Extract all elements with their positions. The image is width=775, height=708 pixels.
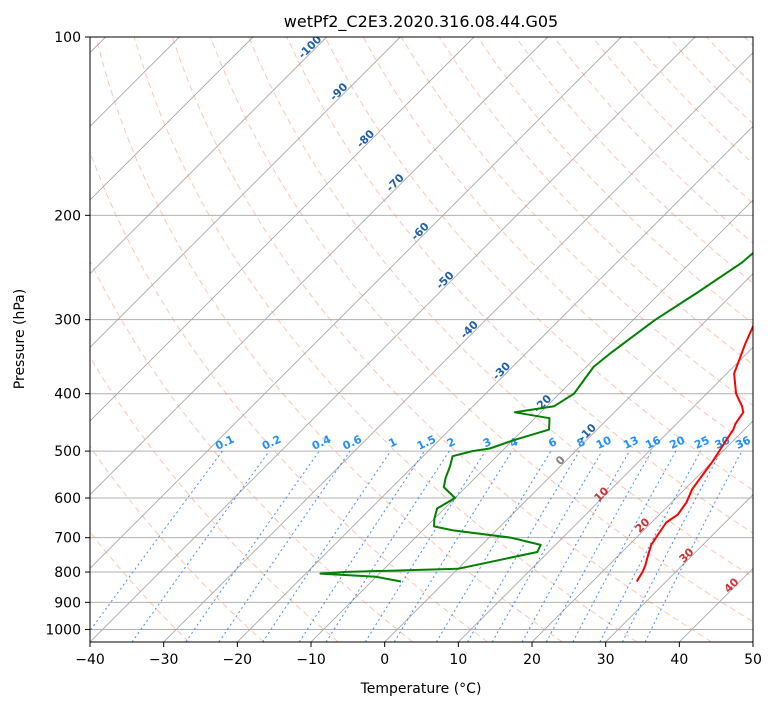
skewed-isotherm xyxy=(90,37,327,275)
x-tick-label: 10 xyxy=(449,652,467,668)
mixing-ratio-label: 36 xyxy=(733,433,753,451)
y-tick-label: 500 xyxy=(54,444,81,460)
y-tick-label: 900 xyxy=(54,595,81,611)
x-tick-label: −40 xyxy=(75,652,105,668)
skewed-isotherm xyxy=(90,37,475,422)
dry-adiabat xyxy=(171,37,712,642)
y-tick-label: 800 xyxy=(54,565,81,581)
x-tick-label: 20 xyxy=(523,652,541,668)
skewed-isotherm xyxy=(163,52,753,642)
y-tick-label: 700 xyxy=(54,531,81,547)
mixing-ratio-line xyxy=(393,450,513,642)
x-axis-label: Temperature (°C) xyxy=(360,681,482,697)
chart-title: wetPf2_C2E3.2020.316.08.44.G05 xyxy=(284,12,558,32)
skewed-isotherm xyxy=(605,494,753,642)
dry-adiabat xyxy=(90,445,264,642)
mixing-ratio-label: 10 xyxy=(594,433,614,451)
plot-frame xyxy=(89,36,754,643)
y-tick-label: 200 xyxy=(54,208,81,224)
mixing-ratio-line xyxy=(298,450,425,642)
y-tick-label: 600 xyxy=(54,491,81,507)
mixing-ratio-line xyxy=(572,450,677,642)
dry-adiabat xyxy=(133,37,638,642)
mixing-ratio-label: 16 xyxy=(643,433,663,451)
mixing-ratio-line xyxy=(364,450,486,642)
dry-adiabat xyxy=(90,259,414,642)
dewpoint-profile-line xyxy=(319,251,753,583)
x-tick-label: 30 xyxy=(597,652,615,668)
mixing-ratio-line xyxy=(491,450,603,642)
mixing-ratio-line xyxy=(131,450,270,642)
x-tick-label: 50 xyxy=(744,652,762,668)
mixing-ratio-label: 20 xyxy=(668,433,688,451)
mixing-ratio-line xyxy=(621,450,722,642)
skewed-isotherm xyxy=(237,125,753,642)
skewed-isotherm xyxy=(458,346,753,642)
skewed-isotherm xyxy=(384,273,753,642)
skewed-isotherm xyxy=(531,420,753,642)
y-tick-label: 100 xyxy=(54,30,81,46)
x-tick-label: −20 xyxy=(223,652,253,668)
mixing-ratio-line xyxy=(185,450,320,642)
temperature-profile-line xyxy=(635,323,753,583)
mixing-ratio-line xyxy=(599,450,701,642)
dry-adiabat xyxy=(95,37,563,642)
mixing-ratio-line xyxy=(545,450,653,642)
mixing-ratio-label: 13 xyxy=(621,434,640,452)
y-tick-label: 400 xyxy=(54,387,81,403)
skewed-isotherm xyxy=(90,37,254,201)
skewed-isotherm xyxy=(90,37,622,569)
mixing-ratio-line xyxy=(90,450,223,632)
skewed-isotherm xyxy=(90,37,548,496)
dry-adiabat xyxy=(286,37,753,534)
mixing-ratio-line xyxy=(644,450,743,642)
skewed-isotherm xyxy=(310,199,753,642)
dry-adiabat xyxy=(324,37,753,491)
x-tick-label: 40 xyxy=(670,652,688,668)
x-tick-label: 0 xyxy=(380,652,389,668)
x-tick-label: −10 xyxy=(296,652,326,668)
mixing-ratio-line xyxy=(325,450,450,642)
y-tick-label: 1000 xyxy=(45,622,81,638)
y-axis-label: Pressure (hPa) xyxy=(12,289,28,389)
mixing-ratio-line xyxy=(467,450,580,642)
dry-adiabat xyxy=(210,37,753,623)
x-tick-label: −30 xyxy=(149,652,179,668)
mixing-ratio-line xyxy=(521,450,630,642)
dry-adiabat xyxy=(515,37,753,284)
mixing-ratio-label: 25 xyxy=(692,434,711,452)
dry-adiabat xyxy=(248,37,753,578)
skewed-isotherm xyxy=(90,37,696,642)
y-tick-label: 300 xyxy=(54,313,81,329)
skewed-isotherm xyxy=(90,37,401,348)
